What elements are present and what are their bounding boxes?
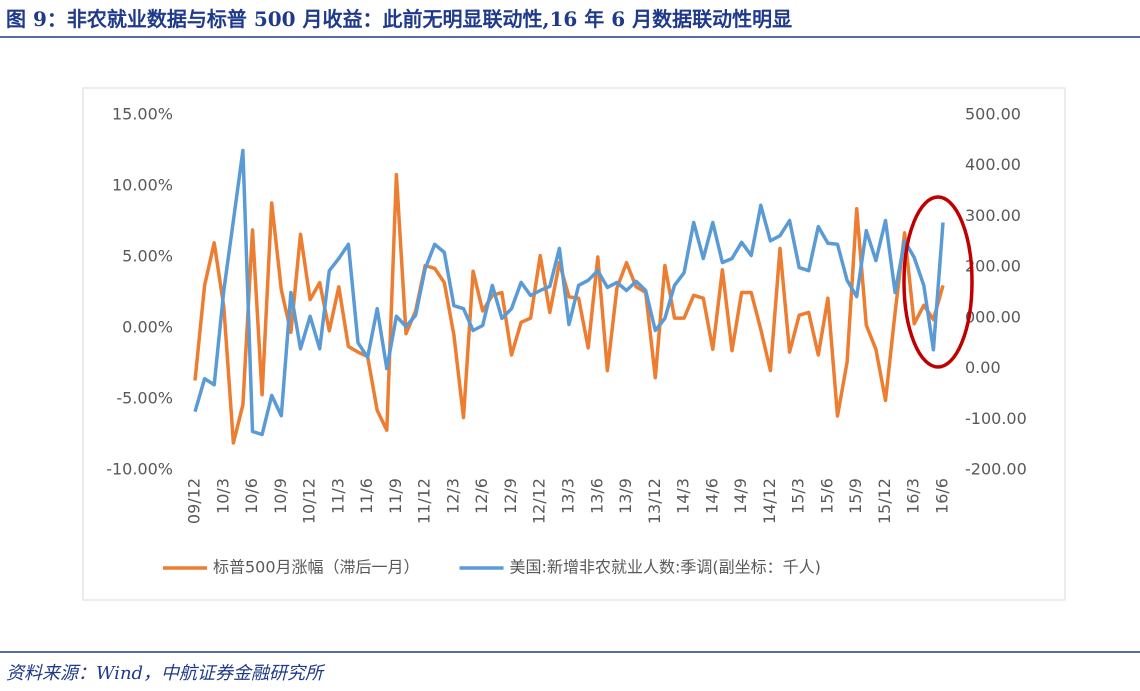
x-tick-label: 16/3: [904, 478, 923, 514]
legend-label: 美国:新增非农就业人数:季调(副坐标：千人): [510, 558, 821, 577]
y2-tick-label: 500.00: [965, 105, 1021, 124]
source-note: 资料来源：Wind，中航证券金融研究所: [6, 663, 326, 684]
y2-tick-label: -200.00: [965, 460, 1027, 479]
x-tick-label: 14/3: [674, 478, 693, 514]
y2-tick-label: 000.00: [965, 307, 1021, 326]
x-tick-label: 10/6: [242, 478, 261, 514]
x-tick-label: 11/3: [328, 478, 347, 514]
x-tick-label: 14/9: [731, 478, 750, 514]
x-tick-label: 13/3: [559, 478, 578, 514]
series-line: [193, 148, 945, 437]
x-tick-label: 14/6: [702, 478, 721, 514]
highlight-ellipse: [902, 195, 974, 369]
x-tick-label: 09/12: [185, 478, 204, 524]
y2-tick-label: -100.00: [965, 409, 1027, 428]
x-tick-label: 10/9: [271, 478, 290, 514]
x-tick-label: 12/12: [530, 478, 549, 524]
x-tick-label: 12/9: [501, 478, 520, 514]
y-tick-label: 5.00%: [122, 247, 173, 266]
y2-tick-label: 400.00: [965, 155, 1021, 174]
x-tick-label: 13/9: [616, 478, 635, 514]
x-tick-label: 13/6: [587, 478, 606, 514]
x-tick-label: 16/6: [933, 478, 952, 514]
x-tick-label: 15/6: [817, 478, 836, 514]
y-tick-label: 15.00%: [112, 105, 173, 124]
x-tick-label: 11/6: [357, 478, 376, 514]
y2-tick-label: 0.00: [965, 358, 1001, 377]
x-tick-label: 13/12: [645, 478, 664, 524]
y2-tick-label: 200.00: [965, 257, 1021, 276]
x-tick-label: 11/9: [386, 478, 405, 514]
x-tick-label: 15/9: [846, 478, 865, 514]
x-tick-label: 12/6: [472, 478, 491, 514]
y-tick-label: 0.00%: [122, 318, 173, 337]
x-tick-label: 10/12: [300, 478, 319, 524]
x-tick-label: 15/3: [789, 478, 808, 514]
x-tick-label: 15/12: [875, 478, 894, 524]
x-tick-label: 10/3: [213, 478, 232, 514]
y-tick-label: -10.00%: [106, 460, 173, 479]
x-tick-label: 14/12: [760, 478, 779, 524]
series-line: [193, 172, 945, 445]
page-title: 图 9：非农就业数据与标普 500 月收益：此前无明显联动性,16 年 6 月数…: [6, 7, 792, 31]
chart-frame: [82, 87, 1066, 601]
legend-label: 标普500月涨幅（滞后一月）: [213, 558, 420, 577]
x-tick-label: 12/3: [443, 478, 462, 514]
y-tick-label: 10.00%: [112, 176, 173, 195]
y2-tick-label: 300.00: [965, 206, 1021, 225]
y-tick-label: -5.00%: [116, 389, 173, 408]
x-tick-label: 11/12: [415, 478, 434, 524]
